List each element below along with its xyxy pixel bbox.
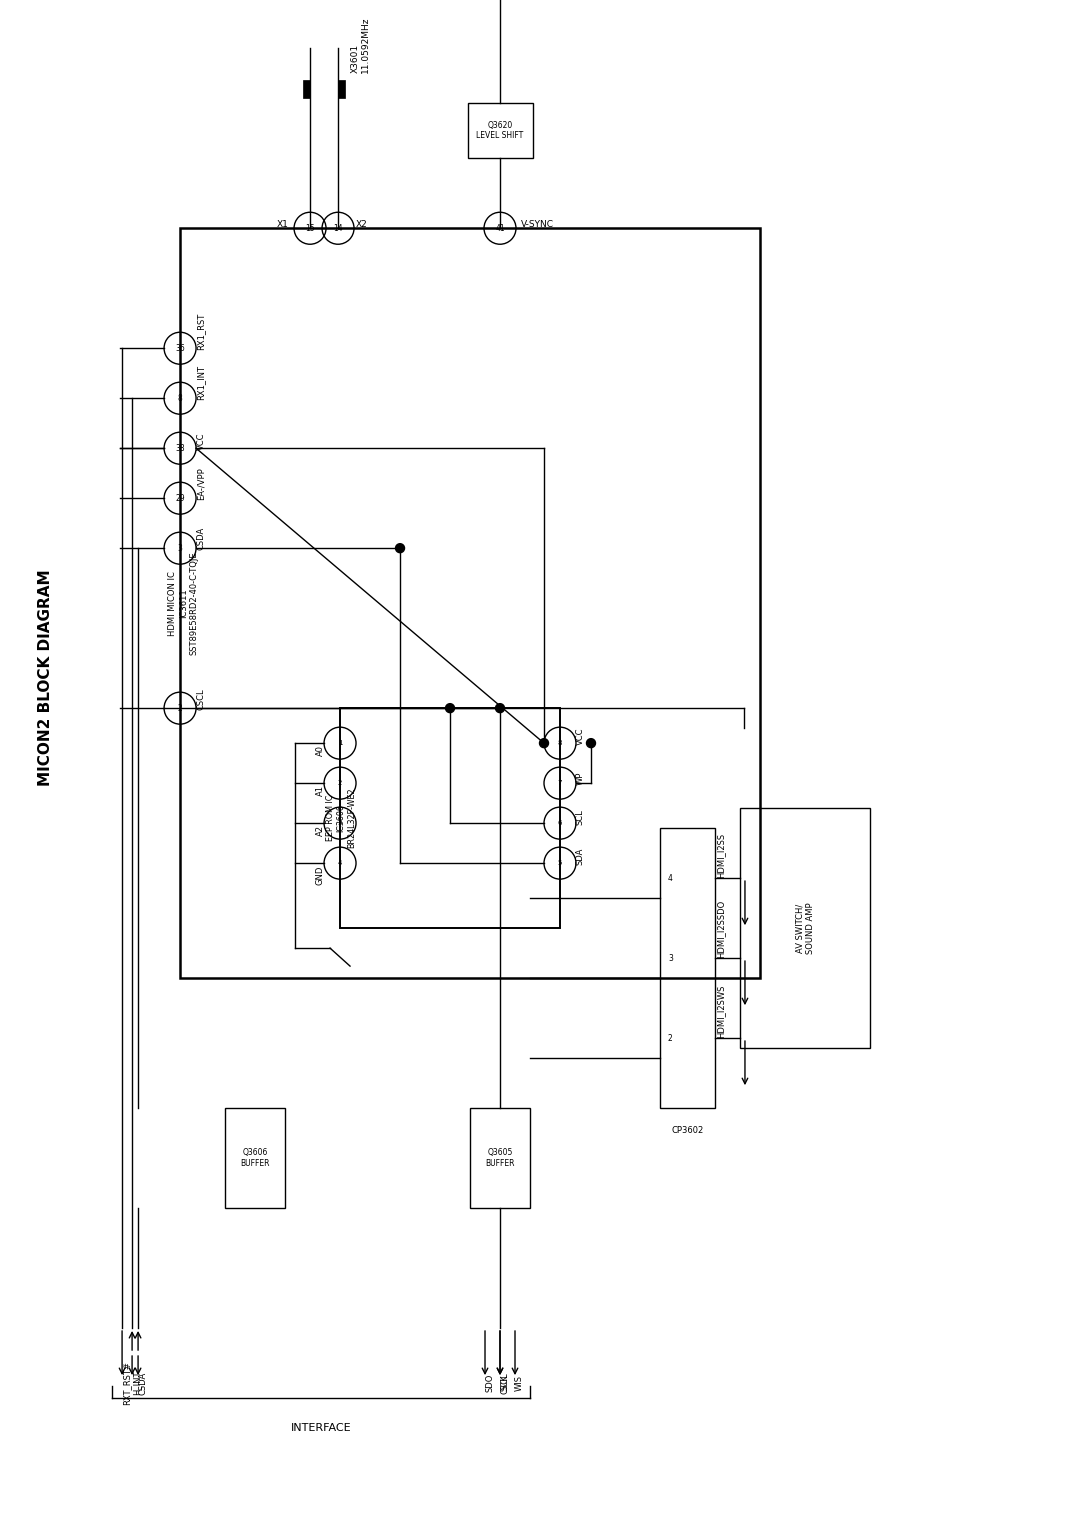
Text: 2: 2 xyxy=(338,781,342,785)
Text: SDA: SDA xyxy=(576,848,584,865)
Text: 36: 36 xyxy=(175,344,185,353)
Text: A2: A2 xyxy=(315,825,325,836)
Text: CSCL: CSCL xyxy=(197,689,205,711)
Text: 5: 5 xyxy=(557,860,563,866)
Text: HDMI_I2SSDO: HDMI_I2SSDO xyxy=(716,900,726,958)
Text: H_INT: H_INT xyxy=(132,1371,141,1395)
Text: VCC: VCC xyxy=(576,727,584,746)
Text: 3: 3 xyxy=(338,821,342,827)
Text: A1: A1 xyxy=(315,785,325,796)
Bar xyxy=(340,707,561,927)
Bar xyxy=(180,228,760,978)
Text: Q3605
BUFFER: Q3605 BUFFER xyxy=(485,1149,515,1167)
Text: SDO: SDO xyxy=(485,1374,494,1392)
Text: VCC: VCC xyxy=(197,432,205,451)
Text: HDMI_I2SS: HDMI_I2SS xyxy=(716,833,726,879)
Bar xyxy=(740,808,869,1048)
Text: 2: 2 xyxy=(178,704,183,712)
Text: GND: GND xyxy=(315,865,325,885)
Text: 8: 8 xyxy=(178,394,183,403)
Text: AV SWITCH/
SOUND AMP: AV SWITCH/ SOUND AMP xyxy=(795,903,814,953)
Circle shape xyxy=(540,738,549,747)
Text: SCL: SCL xyxy=(576,810,584,825)
Text: CSCL: CSCL xyxy=(500,1372,509,1394)
Text: Q3620
LEVEL SHIFT: Q3620 LEVEL SHIFT xyxy=(476,121,524,141)
Text: 29: 29 xyxy=(175,494,185,503)
Bar xyxy=(660,828,715,1108)
Text: 1: 1 xyxy=(338,740,342,746)
Text: A0: A0 xyxy=(315,746,325,756)
Bar xyxy=(470,1108,530,1209)
Text: HDMI MICON IC
IC3611
SST89E58RD2-40-C-TQJE: HDMI MICON IC IC3611 SST89E58RD2-40-C-TQ… xyxy=(168,552,198,656)
Circle shape xyxy=(496,704,504,712)
Text: X3601
11.0592MHz: X3601 11.0592MHz xyxy=(350,17,369,73)
Text: EA-/VPP: EA-/VPP xyxy=(197,468,205,500)
Text: RXT_RST#: RXT_RST# xyxy=(122,1361,131,1404)
Text: WIS: WIS xyxy=(515,1375,524,1390)
Text: 41: 41 xyxy=(496,223,504,232)
Text: EEP ROM IC
IC3606
BR24L32F-WE2: EEP ROM IC IC3606 BR24L32F-WE2 xyxy=(326,788,356,848)
Text: WP: WP xyxy=(576,772,584,785)
Text: CSDA: CSDA xyxy=(197,527,205,550)
Text: CSDA: CSDA xyxy=(138,1372,147,1395)
Text: MICON2 BLOCK DIAGRAM: MICON2 BLOCK DIAGRAM xyxy=(38,570,53,787)
Text: CP3602: CP3602 xyxy=(672,1126,703,1135)
Text: 4: 4 xyxy=(338,860,342,866)
Bar xyxy=(468,104,532,159)
Text: INTERFACE: INTERFACE xyxy=(291,1423,351,1433)
Circle shape xyxy=(395,544,405,553)
Circle shape xyxy=(446,704,455,712)
Text: 14: 14 xyxy=(334,223,342,232)
Text: HDMI_I2SWS: HDMI_I2SWS xyxy=(716,984,726,1038)
Text: 3: 3 xyxy=(177,544,183,553)
Text: 3: 3 xyxy=(667,953,673,963)
Bar xyxy=(303,81,310,98)
Circle shape xyxy=(586,738,595,747)
Text: 7: 7 xyxy=(557,781,563,785)
Text: 6: 6 xyxy=(557,821,563,827)
Text: X2: X2 xyxy=(356,220,368,229)
Text: V-SYNC: V-SYNC xyxy=(521,220,554,229)
Text: 15: 15 xyxy=(306,223,315,232)
Text: RX1_INT: RX1_INT xyxy=(197,365,205,400)
Text: RX1_RST: RX1_RST xyxy=(197,313,205,350)
Text: SCK: SCK xyxy=(500,1375,509,1392)
Text: Q3606
BUFFER: Q3606 BUFFER xyxy=(241,1149,270,1167)
Text: 4: 4 xyxy=(667,874,673,883)
Text: 2: 2 xyxy=(667,1033,673,1042)
Text: 38: 38 xyxy=(175,443,185,452)
Bar xyxy=(225,1108,285,1209)
Bar xyxy=(338,81,345,98)
Text: X1: X1 xyxy=(278,220,289,229)
Text: 8: 8 xyxy=(557,740,563,746)
